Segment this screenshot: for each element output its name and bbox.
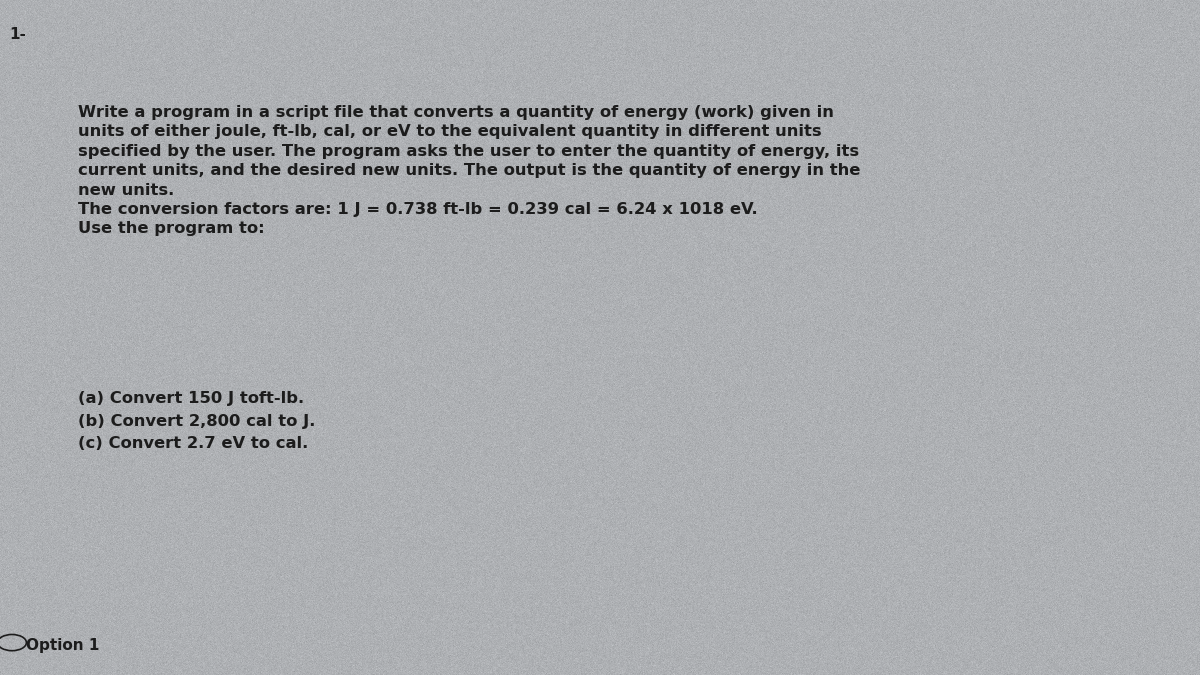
Text: (b) Convert 2,800 cal to J.: (b) Convert 2,800 cal to J. [78,414,316,429]
Text: 1-: 1- [10,27,26,42]
Text: (c) Convert 2.7 eV to cal.: (c) Convert 2.7 eV to cal. [78,436,308,452]
Text: current units, and the desired new units. The output is the quantity of energy i: current units, and the desired new units… [78,163,860,178]
Text: new units.: new units. [78,182,174,198]
Text: Use the program to:: Use the program to: [78,221,265,236]
Text: specified by the user. The program asks the user to enter the quantity of energy: specified by the user. The program asks … [78,144,859,159]
Text: units of either joule, ft-lb, cal, or eV to the equivalent quantity in different: units of either joule, ft-lb, cal, or eV… [78,124,822,139]
Text: (a) Convert 150 J toft-lb.: (a) Convert 150 J toft-lb. [78,392,304,406]
Text: The conversion factors are: 1 J = 0.738 ft-lb = 0.239 cal = 6.24 x 1018 eV.: The conversion factors are: 1 J = 0.738 … [78,202,757,217]
Text: Write a program in a script file that converts a quantity of energy (work) given: Write a program in a script file that co… [78,105,834,119]
Text: Option 1: Option 1 [26,638,100,653]
